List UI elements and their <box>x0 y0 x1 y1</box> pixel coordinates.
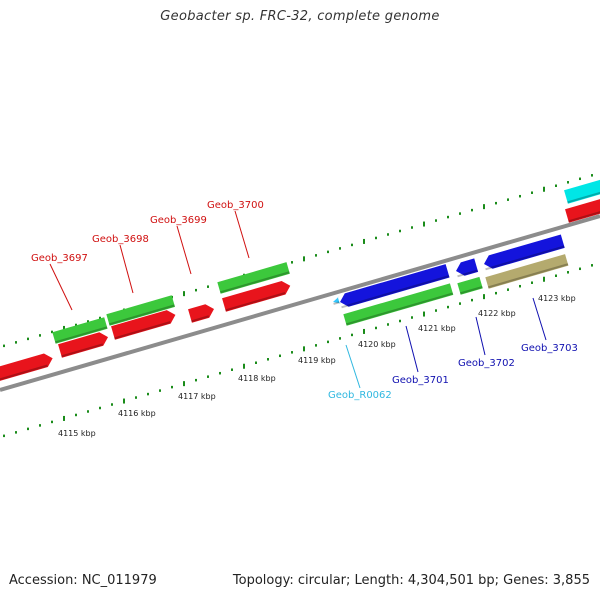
gene-reverse-shape <box>456 258 479 276</box>
cds-feature <box>52 317 108 344</box>
cds-feature-shade <box>54 326 108 344</box>
gene-forward-shade <box>568 209 600 223</box>
gene-forward-shape <box>565 198 600 223</box>
gene-labels: Geob_3697 Geob_3698 Geob_3699 Geob_3700 … <box>31 200 578 401</box>
gene-other-shape <box>485 254 569 289</box>
cds-feature <box>106 295 175 326</box>
cds-feature-shape <box>217 262 290 294</box>
gene-label[interactable]: Geob_R0062 <box>328 390 392 401</box>
gene-label[interactable]: Geob_3700 <box>207 200 264 211</box>
gene-forward <box>0 353 53 382</box>
gene-label[interactable]: Geob_3703 <box>521 343 578 354</box>
gene-forward <box>111 310 176 340</box>
gene-forward-shade <box>0 364 48 382</box>
cds-feature-shade <box>219 271 290 294</box>
cds-feature-shape <box>106 295 175 326</box>
gene-reverse-shape <box>484 234 565 269</box>
gene-reverse-shade <box>485 245 565 271</box>
leader-line <box>234 210 250 259</box>
feature-strip <box>564 179 600 204</box>
gene-forward <box>222 281 291 312</box>
label-leader-lines <box>49 210 547 389</box>
gene-forward <box>188 304 215 323</box>
gene-forward-shape <box>111 310 176 340</box>
gene-label[interactable]: Geob_3702 <box>458 358 515 369</box>
gene-reverse <box>484 234 565 271</box>
kbp-label: 4120 kbp <box>358 340 396 349</box>
accession-text: Accession: NC_011979 <box>9 573 157 588</box>
gene-reverse-shade <box>457 269 478 278</box>
gene-label[interactable]: Geob_3701 <box>392 375 449 386</box>
gene-reverse <box>456 258 479 278</box>
cds-feature-shade <box>345 292 454 326</box>
gene-forward-shade <box>114 321 171 340</box>
rna-feature <box>333 296 341 305</box>
cds-feature <box>343 283 454 326</box>
cds-feature-shade <box>108 304 175 326</box>
feature-strip-shape <box>564 179 600 204</box>
kbp-label: 4123 kbp <box>538 294 576 303</box>
gene-features <box>0 179 600 382</box>
gene-forward-shape <box>188 304 215 323</box>
leader-line <box>49 263 73 311</box>
cds-feature-shape <box>343 283 454 326</box>
kbp-label: 4119 kbp <box>298 356 336 365</box>
gene-forward <box>58 332 109 358</box>
gene-forward-shade <box>225 292 286 312</box>
gene-other <box>485 254 569 289</box>
backbone-layer <box>0 214 600 392</box>
gene-other-shade <box>487 263 569 289</box>
rna-feature-shape <box>333 296 341 304</box>
cds-feature-shape <box>52 317 108 344</box>
kbp-label: 4117 kbp <box>178 392 216 401</box>
genome-backbone <box>0 214 600 392</box>
feature-strip-shade <box>567 190 600 204</box>
kbp-labels: 4115 kbp 4116 kbp 4117 kbp 4118 kbp 4119… <box>58 294 576 438</box>
leader-line <box>532 297 547 341</box>
leader-line <box>119 244 134 294</box>
cds-feature-shape <box>457 276 483 295</box>
genome-title: Geobacter sp. FRC-32, complete genome <box>160 9 440 24</box>
gene-forward-shade <box>191 315 210 323</box>
gene-label[interactable]: Geob_3697 <box>31 253 88 264</box>
rna-feature-shade <box>333 301 340 305</box>
cds-feature <box>217 262 290 294</box>
gene-reverse <box>340 264 450 309</box>
kbp-label: 4122 kbp <box>478 309 516 318</box>
cds-feature-shade <box>459 285 483 295</box>
leader-line <box>405 325 419 373</box>
gene-reverse-shape <box>340 264 450 307</box>
kbp-label: 4118 kbp <box>238 374 276 383</box>
leader-line <box>345 344 361 389</box>
gene-forward <box>565 198 600 223</box>
gene-forward-shape <box>0 353 53 382</box>
leader-line <box>176 225 192 275</box>
gene-forward-shade <box>61 343 104 358</box>
kbp-label: 4115 kbp <box>58 429 96 438</box>
cds-feature <box>457 276 483 295</box>
gene-forward-shape <box>222 281 291 312</box>
gene-reverse-shade <box>341 275 450 309</box>
genome-summary-text: Topology: circular; Length: 4,304,501 bp… <box>232 573 590 588</box>
leader-line <box>475 316 486 356</box>
kbp-label: 4121 kbp <box>418 324 456 333</box>
gene-forward-shape <box>58 332 109 358</box>
kbp-label: 4116 kbp <box>118 409 156 418</box>
gene-label[interactable]: Geob_3699 <box>150 215 207 226</box>
gene-label[interactable]: Geob_3698 <box>92 234 149 245</box>
